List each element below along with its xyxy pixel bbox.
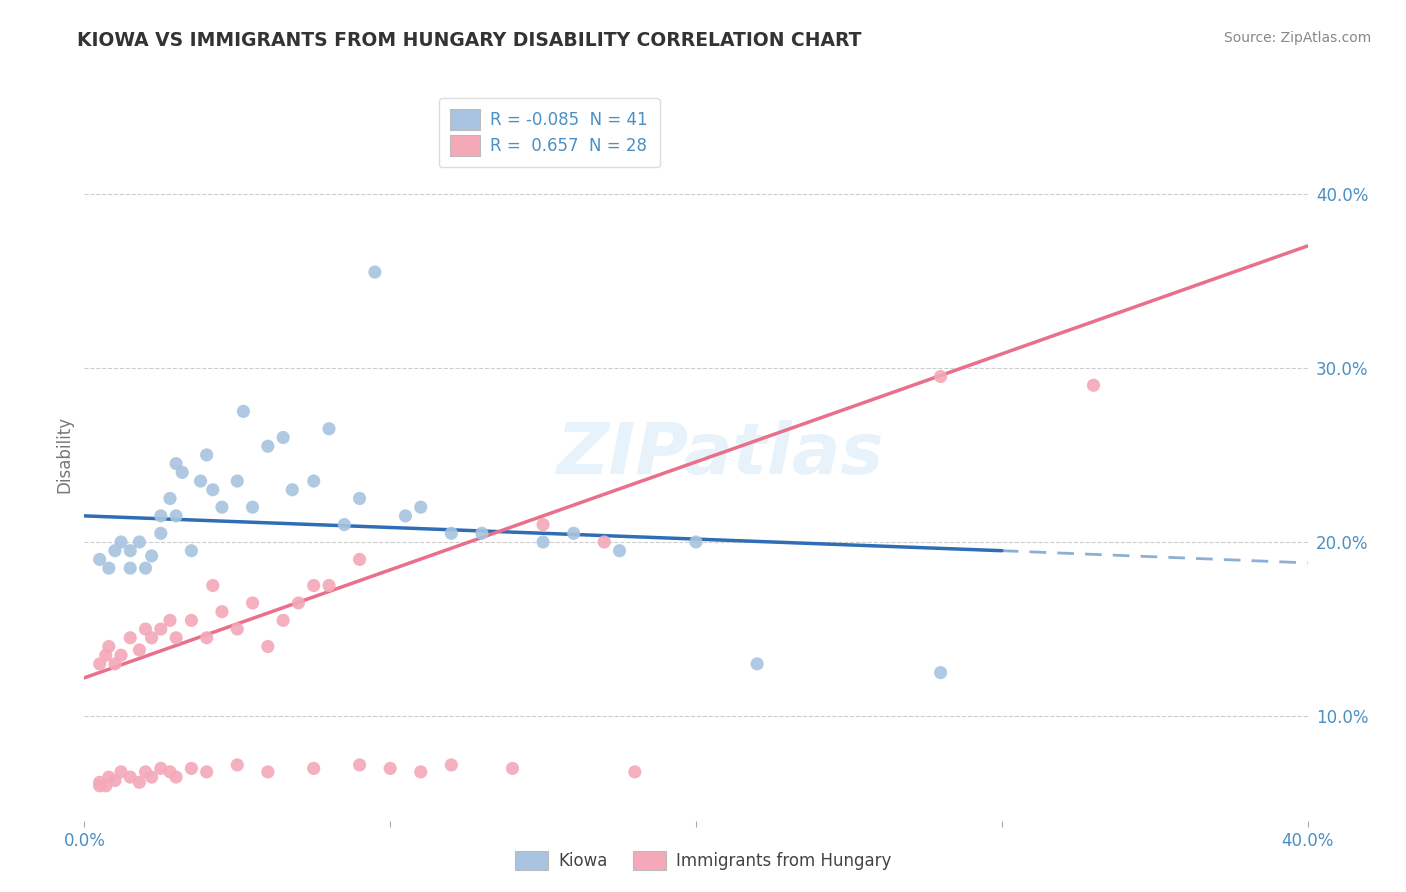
Point xyxy=(226,622,249,636)
Point xyxy=(165,457,187,471)
Point xyxy=(394,508,416,523)
Point xyxy=(180,543,202,558)
Point xyxy=(562,526,585,541)
Point xyxy=(242,500,264,515)
Point xyxy=(159,491,181,506)
Point xyxy=(747,657,769,671)
Text: KIOWA VS IMMIGRANTS FROM HUNGARY DISABILITY CORRELATION CHART: KIOWA VS IMMIGRANTS FROM HUNGARY DISABIL… xyxy=(77,31,862,50)
Text: Source: ZipAtlas.com: Source: ZipAtlas.com xyxy=(1223,31,1371,45)
Point xyxy=(141,770,163,784)
Point xyxy=(97,640,120,654)
Point xyxy=(135,622,157,636)
Point xyxy=(201,578,224,592)
Point xyxy=(364,265,387,279)
Point xyxy=(302,578,325,592)
Point xyxy=(287,596,309,610)
Point xyxy=(195,764,218,779)
Point xyxy=(149,526,172,541)
Point xyxy=(380,761,402,775)
Point xyxy=(149,761,172,775)
Point xyxy=(242,596,264,610)
Point xyxy=(502,761,524,775)
Point xyxy=(110,764,132,779)
Text: ZIPatlas: ZIPatlas xyxy=(557,420,884,490)
Point xyxy=(120,561,142,575)
Point xyxy=(471,526,494,541)
Point xyxy=(318,422,340,436)
Point xyxy=(232,404,254,418)
Point xyxy=(97,770,120,784)
Y-axis label: Disability: Disability xyxy=(55,417,73,493)
Point xyxy=(120,543,142,558)
Point xyxy=(97,561,120,575)
Point xyxy=(128,643,150,657)
Point xyxy=(120,631,142,645)
Point xyxy=(89,552,111,566)
Point xyxy=(1083,378,1105,392)
Point xyxy=(89,657,111,671)
Point xyxy=(135,561,157,575)
Point xyxy=(165,508,187,523)
Point xyxy=(531,535,554,549)
Point xyxy=(195,448,218,462)
Point xyxy=(141,631,163,645)
Point xyxy=(94,648,117,663)
Point xyxy=(271,430,294,444)
Point xyxy=(135,764,157,779)
Point xyxy=(302,474,325,488)
Point xyxy=(271,613,294,627)
Point xyxy=(929,665,952,680)
Point xyxy=(89,775,111,789)
Point xyxy=(104,657,127,671)
Legend: Kiowa, Immigrants from Hungary: Kiowa, Immigrants from Hungary xyxy=(508,844,898,877)
Point xyxy=(141,549,163,563)
Point xyxy=(226,474,249,488)
Point xyxy=(349,491,371,506)
Point xyxy=(333,517,356,532)
Point xyxy=(685,535,707,549)
Point xyxy=(149,622,172,636)
Point xyxy=(104,773,127,788)
Point xyxy=(349,552,371,566)
Point xyxy=(929,369,952,384)
Point xyxy=(128,775,150,789)
Point xyxy=(159,613,181,627)
Point xyxy=(159,764,181,779)
Point xyxy=(149,508,172,523)
Point xyxy=(128,535,150,549)
Point xyxy=(257,640,280,654)
Point xyxy=(226,758,249,772)
Point xyxy=(409,764,432,779)
Point xyxy=(624,764,647,779)
Point xyxy=(89,779,111,793)
Point xyxy=(302,761,325,775)
Point xyxy=(257,764,280,779)
Point xyxy=(281,483,304,497)
Point xyxy=(110,535,132,549)
Point xyxy=(211,500,233,515)
Point xyxy=(180,613,202,627)
Legend: R = -0.085  N = 41, R =  0.657  N = 28: R = -0.085 N = 41, R = 0.657 N = 28 xyxy=(439,97,659,168)
Point xyxy=(531,517,554,532)
Point xyxy=(110,648,132,663)
Point xyxy=(318,578,340,592)
Point xyxy=(349,758,371,772)
Point xyxy=(211,605,233,619)
Point xyxy=(440,758,463,772)
Point xyxy=(440,526,463,541)
Point xyxy=(201,483,224,497)
Point xyxy=(195,631,218,645)
Point xyxy=(180,761,202,775)
Point xyxy=(593,535,616,549)
Point xyxy=(190,474,212,488)
Point xyxy=(165,770,187,784)
Point xyxy=(172,466,194,480)
Point xyxy=(609,543,631,558)
Point xyxy=(104,543,127,558)
Point xyxy=(409,500,432,515)
Point xyxy=(94,779,117,793)
Point xyxy=(120,770,142,784)
Point xyxy=(257,439,280,453)
Point xyxy=(165,631,187,645)
